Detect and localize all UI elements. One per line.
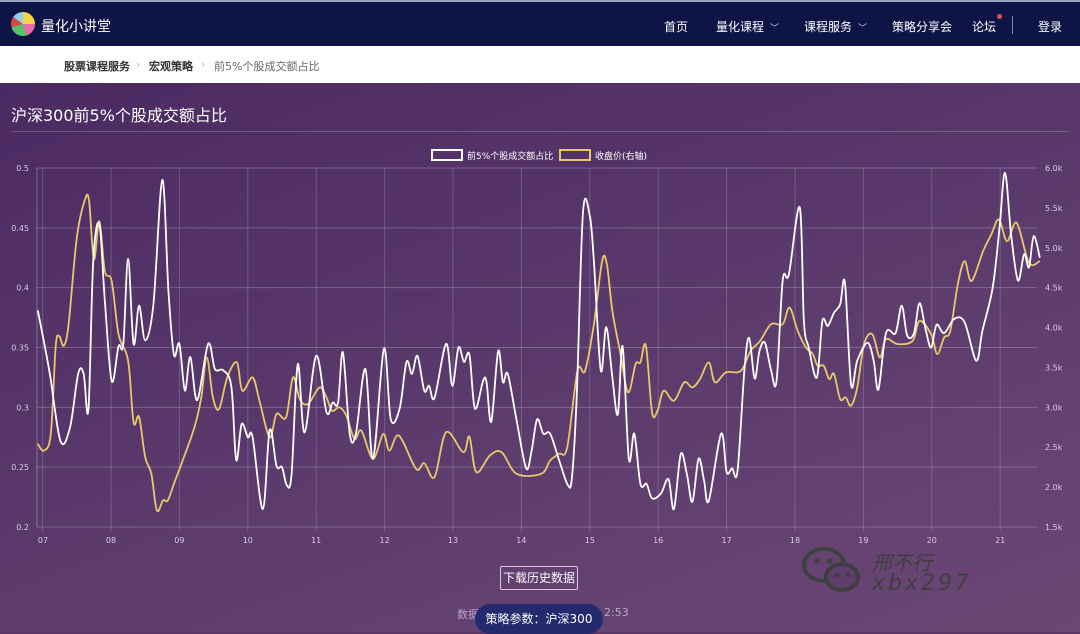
watermark-id: xbx297 [872,571,972,596]
notification-dot-icon [997,14,1002,19]
chevron-down-icon: ﹀ [858,24,868,34]
x-tick-label: 16 [653,536,663,545]
legend-swatch [559,149,591,161]
nav-course-services-label: 课程服务 [804,20,853,34]
y-right-tick-label: 5.0k [1045,244,1063,253]
x-tick-label: 07 [38,536,48,545]
legend-label: 前5%个股成交额占比 [467,150,553,162]
y-right-tick-label: 2.0k [1045,483,1063,492]
series-line-top5-ratio [36,171,1041,510]
page-title: 沪深300前5%个股成交额占比 [11,106,227,125]
wechat-icon [802,547,860,592]
y-right-tick-label: 4.0k [1045,324,1063,333]
brand-name[interactable]: 量化小讲堂 [41,19,111,35]
nav-forum[interactable]: 论坛 [972,20,997,34]
strategy-params-pill[interactable]: 策略参数：沪深300 [475,604,603,634]
chevron-right-icon: › [201,58,206,71]
logo-icon[interactable] [11,12,35,36]
x-tick-label: 19 [858,536,868,545]
y-left-tick-label: 0.25 [11,463,29,472]
download-history-button[interactable]: 下载历史数据 [500,566,578,590]
x-tick-label: 10 [243,536,253,545]
nav-quant-courses-label: 量化课程 [716,20,765,34]
nav-divider [1012,16,1013,34]
y-left-tick-label: 0.2 [16,523,29,532]
nav-quant-courses[interactable]: 量化课程 ﹀ [716,18,779,35]
footer-text-right: 2:53 [604,606,629,619]
chevron-down-icon: ﹀ [770,24,780,34]
x-tick-label: 08 [106,536,116,545]
breadcrumb: 股票课程服务 › 宏观策略 › 前5%个股成交额占比 [0,46,1080,83]
content-area: 沪深300前5%个股成交额占比 邢不行 xbx297 下载历史数据 数据 2:5… [0,83,1080,634]
nav-strategy-share[interactable]: 策略分享会 [892,20,953,34]
top-nav: 量化小讲堂 首页 量化课程 ﹀ 课程服务 ﹀ 策略分享会 论坛 登录 [0,0,1080,46]
y-right-tick-label: 1.5k [1045,523,1063,532]
y-right-tick-label: 6.0k [1045,164,1063,173]
y-left-tick-label: 0.4 [16,284,29,293]
y-right-tick-label: 2.5k [1045,443,1063,452]
x-tick-label: 15 [585,536,595,545]
y-right-tick-label: 4.5k [1045,284,1063,293]
y-left-tick-label: 0.35 [11,344,29,353]
x-tick-label: 20 [927,536,937,545]
y-left-tick-label: 0.45 [11,224,29,233]
chevron-right-icon: › [136,58,141,71]
nav-course-services[interactable]: 课程服务 ﹀ [804,18,867,35]
x-tick-label: 09 [174,536,184,545]
x-tick-label: 21 [995,536,1005,545]
x-tick-label: 17 [722,536,732,545]
footer-text-left: 数据 [457,608,479,621]
nav-home[interactable]: 首页 [664,20,689,34]
legend-swatch [431,149,463,161]
login-link[interactable]: 登录 [1038,20,1063,34]
x-tick-label: 14 [516,536,526,545]
y-right-tick-label: 3.0k [1045,403,1063,412]
y-left-tick-label: 0.3 [16,403,29,412]
x-tick-label: 18 [790,536,800,545]
x-tick-label: 11 [311,536,321,545]
x-tick-label: 13 [448,536,458,545]
x-tick-label: 12 [380,536,390,545]
y-left-tick-label: 0.5 [16,164,29,173]
breadcrumb-current: 前5%个股成交额占比 [214,60,320,73]
breadcrumb-item[interactable]: 股票课程服务 [64,60,130,73]
watermark-name: 邢不行 [872,551,932,575]
divider [11,131,1069,132]
breadcrumb-item[interactable]: 宏观策略 [149,60,193,73]
legend-label: 收盘价(右轴) [595,150,647,162]
y-right-tick-label: 3.5k [1045,363,1063,372]
y-right-tick-label: 5.5k [1045,204,1063,213]
series-line-close-price [37,193,1041,513]
